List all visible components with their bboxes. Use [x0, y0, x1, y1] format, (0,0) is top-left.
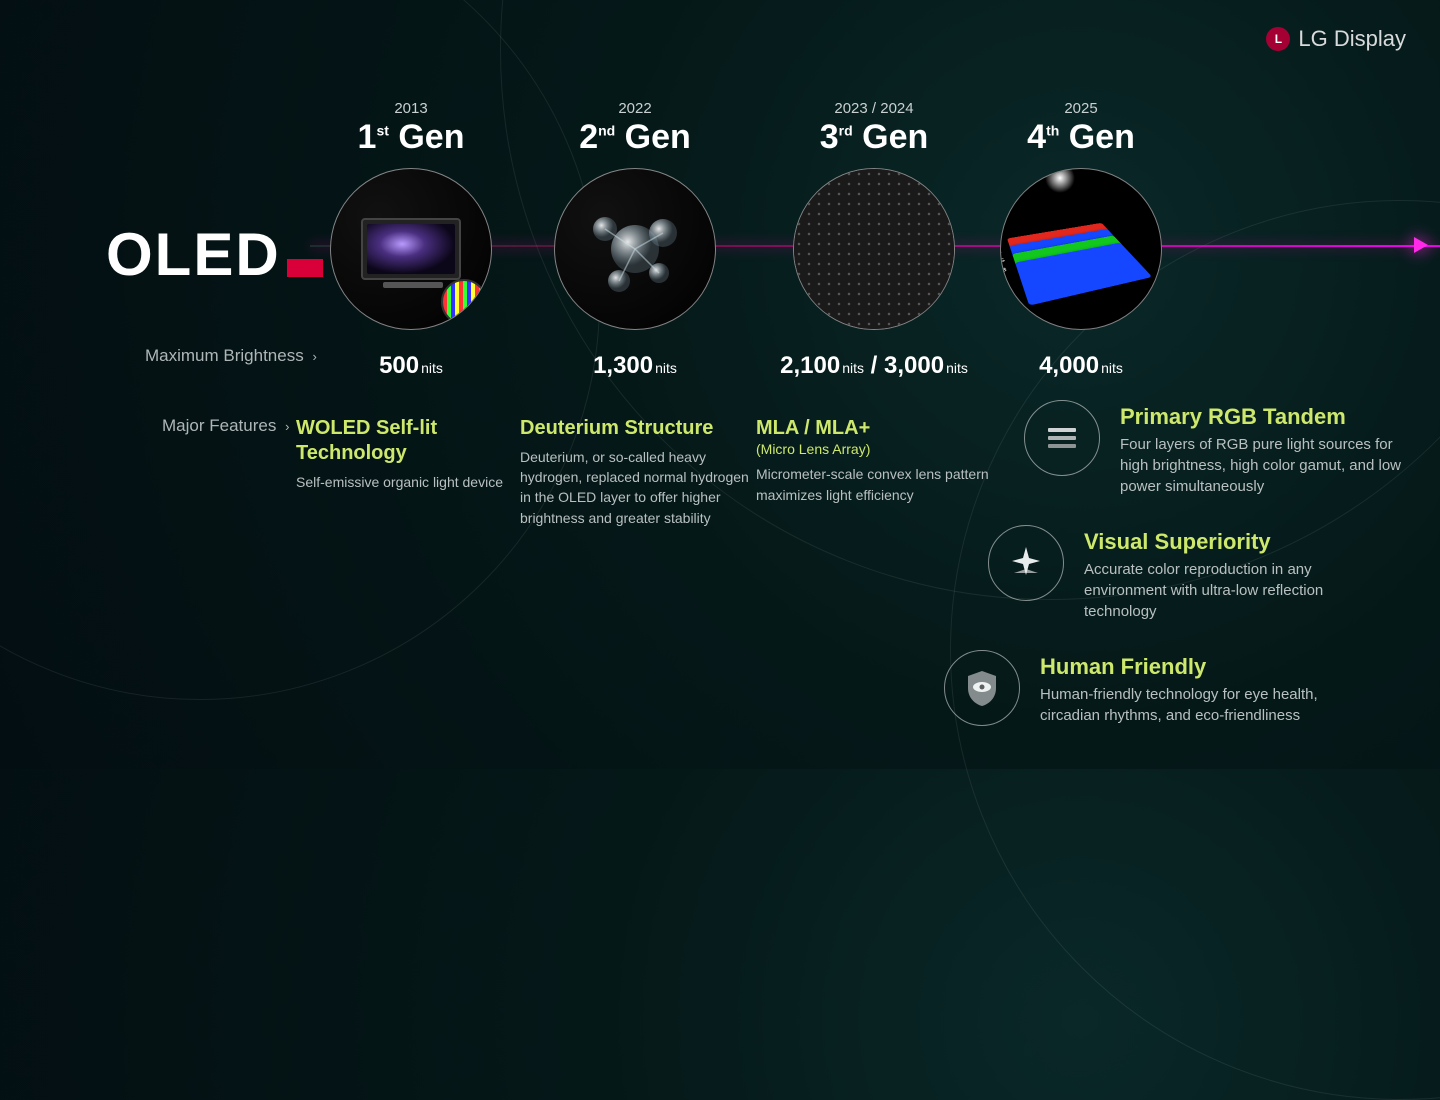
- sparkle-icon: [988, 525, 1064, 601]
- nits-unit: nits: [946, 360, 968, 376]
- feature-desc: Human-friendly technology for eye health…: [1040, 684, 1340, 726]
- row-label-brightness: Maximum Brightness ›: [145, 346, 317, 366]
- oled-heading-text: OLED: [106, 221, 281, 288]
- nits-value: 4,000: [1039, 352, 1099, 379]
- gen3-illustration: [793, 168, 955, 330]
- gen-ordinal: 2nd Gen: [520, 117, 750, 158]
- feature-title: Deuterium Structure: [520, 416, 750, 441]
- oled-heading: OLED: [106, 220, 323, 289]
- brand-logo: L LG Display: [1266, 26, 1406, 52]
- gen-col-1: 2013 1st Gen 500nits WOLED Self-lit Tech…: [296, 100, 526, 492]
- gen2-feature: Deuterium Structure Deuterium, or so-cal…: [520, 416, 750, 528]
- shield-eye-icon: [944, 650, 1020, 726]
- gen4-feature-list: Primary RGB Tandem Four layers of RGB pu…: [940, 400, 1440, 754]
- gen-ordinal-suffix: nd: [598, 123, 615, 139]
- gen-year: 2023 / 2024: [744, 100, 1004, 117]
- gen1-feature: WOLED Self-lit Technology Self-emissive …: [296, 416, 526, 492]
- gen-word: Gen: [1069, 118, 1135, 156]
- rgb-tandem-icon: [1015, 242, 1153, 306]
- gen-ordinal-num: 4: [1027, 118, 1046, 156]
- micro-lens-mesh-icon: [794, 169, 954, 329]
- row-label-features: Major Features ›: [162, 416, 289, 436]
- feature-desc: Self-emissive organic light device: [296, 472, 526, 492]
- nits-value: 500: [379, 352, 419, 379]
- gen-ordinal-num: 3: [820, 118, 839, 156]
- molecule-icon: [575, 189, 695, 309]
- gen-ordinal: 4th Gen: [966, 117, 1196, 158]
- gen-word: Gen: [625, 118, 691, 156]
- gen-ordinal-suffix: st: [376, 123, 388, 139]
- layers-icon: [1024, 400, 1100, 476]
- gen-ordinal-num: 2: [579, 118, 598, 156]
- chevron-right-icon: ›: [285, 419, 289, 434]
- gen-ordinal-num: 1: [358, 118, 377, 156]
- nits-unit: nits: [655, 360, 677, 376]
- feature-title: Primary RGB Tandem: [1120, 404, 1420, 430]
- nits-unit: nits: [1101, 360, 1123, 376]
- gen4-feature-item: Human Friendly Human-friendly technology…: [944, 650, 1440, 726]
- gen-year: 2013: [296, 100, 526, 117]
- gen-ordinal: 1st Gen: [296, 117, 526, 158]
- gen2-illustration: [554, 168, 716, 330]
- feature-desc: Four layers of RGB pure light sources fo…: [1120, 434, 1420, 497]
- brand-logo-text: LG Display: [1298, 26, 1406, 52]
- nits-sep: /: [864, 352, 884, 379]
- gen4-illustration: [1000, 168, 1162, 330]
- gen-ordinal-suffix: th: [1046, 123, 1059, 139]
- gen4-feature-item: Primary RGB Tandem Four layers of RGB pu…: [1024, 400, 1440, 497]
- gen-col-2: 2022 2nd Gen 1,300nits Deuterium Str: [520, 100, 750, 528]
- gen-col-4: 2025 4th Gen 4,000nits: [966, 100, 1196, 380]
- nits-unit: nits: [421, 360, 443, 376]
- gen3-nits: 2,100nits / 3,000nits: [744, 352, 1004, 380]
- row-label-brightness-text: Maximum Brightness: [145, 346, 304, 365]
- rgb-stripe-badge-icon: [441, 279, 487, 325]
- feature-desc: Accurate color reproduction in any envir…: [1084, 559, 1384, 622]
- gen-year: 2022: [520, 100, 750, 117]
- feature-title: Human Friendly: [1040, 654, 1340, 680]
- nits-value: 3,000: [884, 352, 944, 379]
- gen4-nits: 4,000nits: [966, 352, 1196, 380]
- gen-ordinal-suffix: rd: [839, 123, 853, 139]
- feature-desc: Deuterium, or so-called heavy hydrogen, …: [520, 447, 750, 528]
- row-label-features-text: Major Features: [162, 416, 276, 435]
- tv-icon: [361, 218, 461, 280]
- nits-unit: nits: [842, 360, 864, 376]
- light-burst-icon: [1045, 168, 1075, 193]
- gen-year: 2025: [966, 100, 1196, 117]
- gen1-nits: 500nits: [296, 352, 526, 380]
- gen-ordinal: 3rd Gen: [744, 117, 1004, 158]
- feature-title: Visual Superiority: [1084, 529, 1384, 555]
- nits-value: 2,100: [780, 352, 840, 379]
- gen-word: Gen: [862, 118, 928, 156]
- feature-title-main: MLA / MLA+: [756, 417, 870, 439]
- feature-title: WOLED Self-lit Technology: [296, 416, 526, 466]
- timeline-arrow-icon: [1414, 237, 1428, 253]
- gen4-feature-item: Visual Superiority Accurate color reprod…: [988, 525, 1440, 622]
- brand-logo-icon: L: [1266, 27, 1290, 51]
- gen1-illustration: [330, 168, 492, 330]
- gen-word: Gen: [398, 118, 464, 156]
- gen2-nits: 1,300nits: [520, 352, 750, 380]
- nits-value: 1,300: [593, 352, 653, 379]
